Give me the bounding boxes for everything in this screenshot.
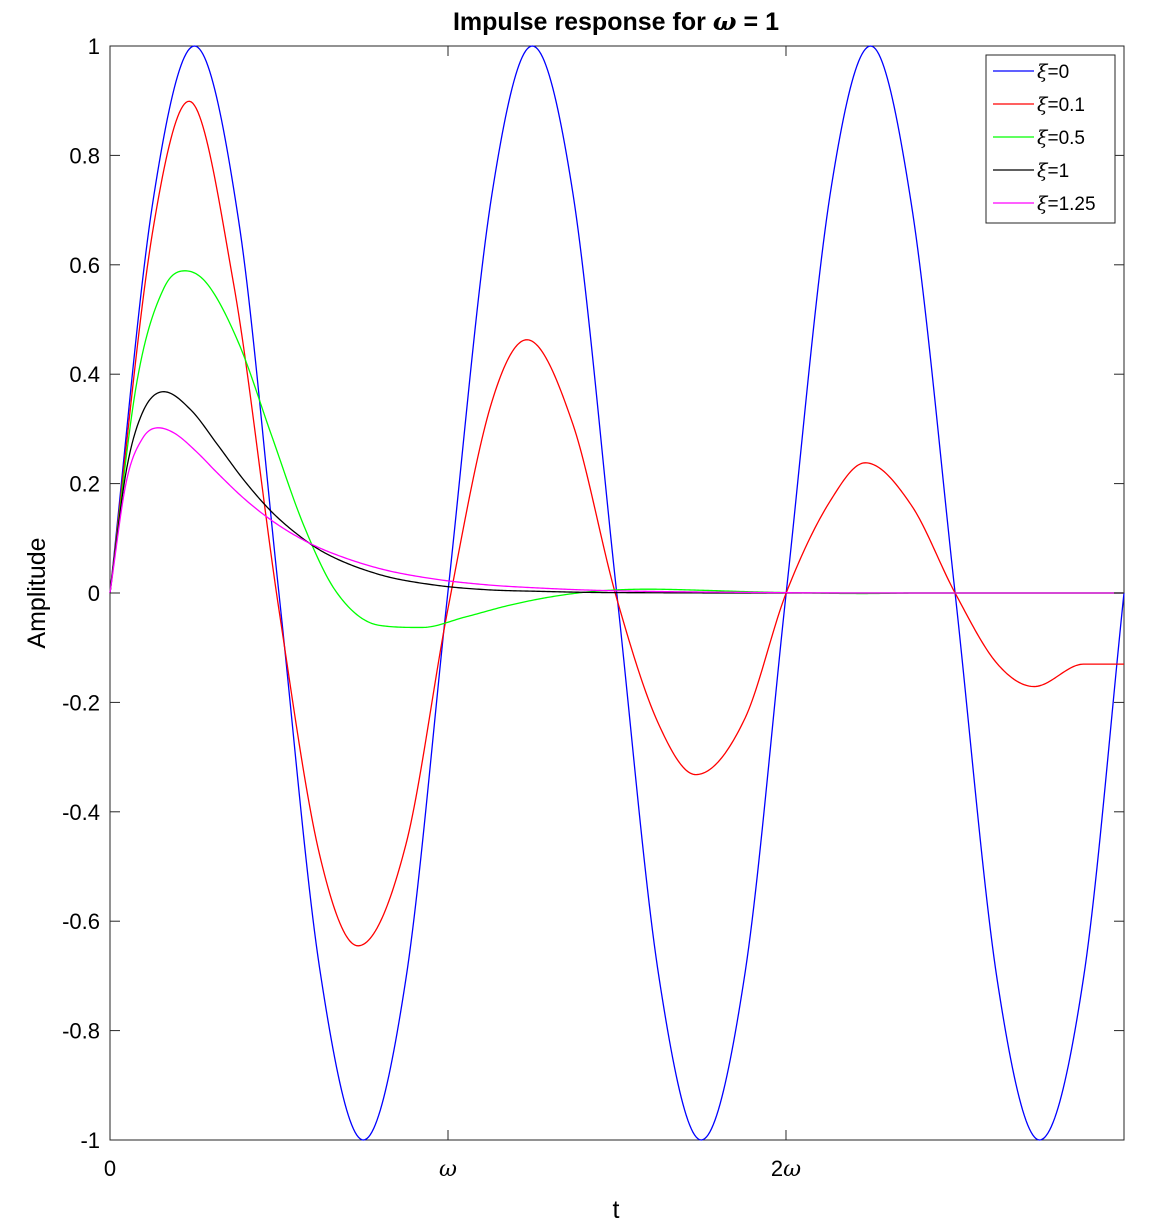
y-tick-label: 0.6 bbox=[69, 253, 100, 278]
legend-label-2: ξ=0.5 bbox=[1037, 127, 1085, 149]
legend-label-3: ξ=1 bbox=[1037, 160, 1069, 182]
y-tick-label: -0.2 bbox=[62, 690, 100, 715]
legend-box bbox=[985, 54, 1116, 224]
y-tick-label: 0.4 bbox=[69, 362, 100, 387]
y-tick-label: 1 bbox=[88, 34, 100, 59]
y-tick-label: 0.8 bbox=[69, 143, 100, 168]
x-tick-label: 0 bbox=[104, 1156, 116, 1181]
ticks-layer: 0 ω 2ω -1 -0.8 -0.6 -0.4 -0.2 0 0.2 0.4 0.6 0.8 1 bbox=[62, 34, 1124, 1182]
y-tick-label: -1 bbox=[80, 1128, 100, 1153]
legend-label-4: ξ=1.25 bbox=[1037, 193, 1096, 215]
legend-label-0: ξ=0 bbox=[1037, 61, 1069, 83]
chart-title: Impulse response for ω = 1 bbox=[453, 7, 779, 36]
series-line-4 bbox=[109, 427, 1124, 594]
y-tick-label: 0 bbox=[88, 581, 100, 606]
x-tick-label: 2ω bbox=[771, 1156, 801, 1182]
y-tick-label: -0.8 bbox=[62, 1019, 100, 1044]
y-axis-label: Amplitude bbox=[23, 537, 51, 648]
y-tick-label: 0.2 bbox=[69, 472, 100, 497]
x-tick-label: ω bbox=[439, 1157, 457, 1182]
y-tick-label: -0.6 bbox=[62, 909, 100, 934]
legend-label-1: ξ=0.1 bbox=[1037, 94, 1085, 116]
x-axis-label: t bbox=[613, 1196, 620, 1224]
series-layer bbox=[109, 45, 1125, 1141]
y-tick-label: -0.4 bbox=[62, 800, 100, 825]
legend: ξ=0 ξ=0.1 ξ=0.5 ξ=1 ξ=1.25 bbox=[985, 54, 1116, 224]
